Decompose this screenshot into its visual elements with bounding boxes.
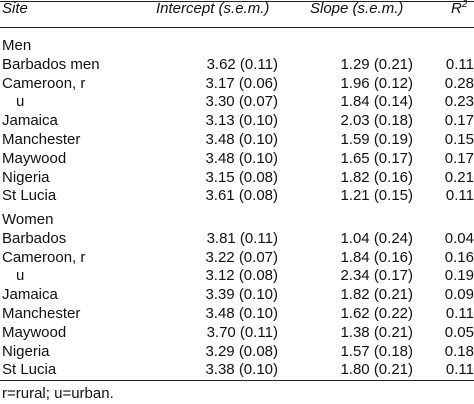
site-cell: Nigeria	[2, 168, 50, 186]
site-cell: Nigeria	[2, 342, 50, 360]
r2-cell: 0.09	[444, 286, 474, 304]
site-cell: Barbados men	[2, 55, 100, 73]
slope-cell: 1.29 (0.21)	[340, 55, 413, 73]
r2-cell: 0.11	[445, 305, 474, 322]
intercept-cell: 3.70 (0.11)	[206, 323, 278, 341]
section-label: Women	[2, 211, 54, 228]
section-label: Men	[2, 37, 32, 54]
intercept-cell: 3.39 (0.10)	[205, 286, 278, 304]
slope-cell: 1.38 (0.21)	[340, 323, 413, 341]
slope-cell: 1.84 (0.14)	[340, 93, 413, 111]
intercept-cell: 3.22 (0.07)	[205, 248, 278, 266]
slope-cell: 1.82 (0.16)	[340, 168, 413, 186]
intercept-cell: 3.29 (0.08)	[205, 342, 278, 360]
intercept-cell: 3.48 (0.10)	[205, 131, 278, 148]
slope-cell: 1.59 (0.19)	[340, 131, 413, 148]
intercept-cell: 3.61 (0.08)	[205, 187, 278, 205]
slope-cell: 1.84 (0.16)	[340, 248, 413, 266]
intercept-cell: 3.30 (0.07)	[205, 93, 278, 111]
r2-cell: 0.19	[444, 267, 474, 285]
intercept-cell: 3.81 (0.11)	[206, 229, 278, 247]
r2-cell: 0.28	[444, 74, 474, 92]
site-cell: Manchester	[2, 131, 81, 148]
top-rule	[0, 1, 474, 2]
header-slope: Slope (s.e.m.)	[310, 0, 404, 17]
site-cell: Manchester	[2, 305, 81, 322]
slope-cell: 1.65 (0.17)	[340, 149, 413, 167]
footnote: r=rural; u=urban.	[2, 385, 114, 402]
slope-cell: 1.62 (0.22)	[340, 305, 413, 322]
header-intercept: Intercept (s.e.m.)	[156, 0, 270, 17]
slope-cell: 1.57 (0.18)	[340, 342, 413, 360]
r2-cell: 0.23	[444, 93, 474, 111]
bottom-rule	[0, 380, 474, 381]
intercept-cell: 3.13 (0.10)	[205, 112, 278, 130]
r2-cell: 0.16	[444, 248, 474, 266]
slope-cell: 1.80 (0.21)	[340, 361, 413, 379]
site-cell: Maywood	[2, 323, 67, 341]
slope-cell: 1.04 (0.24)	[340, 229, 413, 247]
r2-cell: 0.21	[444, 168, 474, 186]
intercept-cell: 3.48 (0.10)	[205, 149, 278, 167]
r2-cell: 0.17	[444, 112, 474, 130]
site-cell: Cameroon, r	[2, 248, 86, 266]
intercept-cell: 3.38 (0.10)	[205, 361, 278, 379]
site-cell: Cameroon, r	[2, 74, 86, 92]
r2-cell: 0.17	[444, 149, 474, 167]
slope-cell: 1.21 (0.15)	[340, 187, 413, 205]
r2-cell: 0.18	[444, 342, 474, 360]
r2-cell: 0.15	[444, 131, 474, 148]
intercept-cell: 3.62 (0.11)	[206, 55, 278, 73]
slope-cell: 2.03 (0.18)	[340, 112, 413, 130]
r2-sup: 2	[461, 0, 468, 10]
header-site: Site	[2, 0, 28, 17]
site-cell: St Lucia	[2, 187, 57, 205]
intercept-cell: 3.17 (0.06)	[205, 74, 278, 92]
site-cell: Maywood	[2, 149, 67, 167]
intercept-cell: 3.15 (0.08)	[205, 168, 278, 186]
r2-cell: 0.05	[444, 323, 474, 341]
header-r2: R2	[451, 0, 467, 18]
slope-cell: 2.34 (0.17)	[340, 267, 413, 285]
site-cell: St Lucia	[2, 361, 57, 379]
site-cell: Barbados	[2, 229, 67, 247]
intercept-cell: 3.12 (0.08)	[205, 267, 278, 285]
site-cell: u	[16, 267, 25, 285]
slope-cell: 1.82 (0.21)	[340, 286, 413, 304]
r2-cell: 0.11	[445, 361, 474, 379]
r2-base: R	[451, 0, 462, 17]
site-cell: Jamaica	[2, 286, 58, 304]
r2-cell: 0.04	[444, 229, 474, 247]
intercept-cell: 3.48 (0.10)	[205, 305, 278, 322]
slope-cell: 1.96 (0.12)	[340, 74, 413, 92]
header-rule	[0, 27, 474, 28]
r2-cell: 0.11	[445, 187, 474, 205]
site-cell: u	[16, 93, 25, 111]
r2-cell: 0.11	[445, 55, 474, 73]
site-cell: Jamaica	[2, 112, 58, 130]
